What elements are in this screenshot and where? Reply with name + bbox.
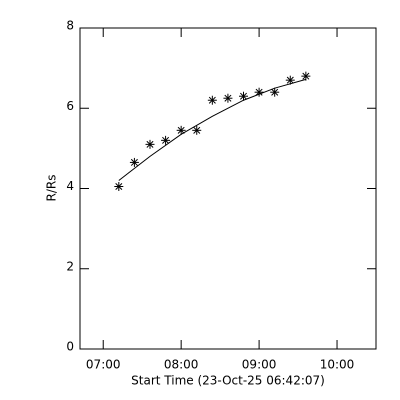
asterisk-stroke <box>177 126 185 134</box>
x-tick-label: 09:00 <box>242 358 277 372</box>
asterisk-point <box>239 91 249 101</box>
asterisk-stroke <box>115 182 123 190</box>
asterisk-stroke <box>255 88 263 96</box>
asterisk-point <box>254 87 264 97</box>
y-tick-label: 6 <box>66 99 74 113</box>
asterisk-point <box>145 139 155 149</box>
asterisk-stroke <box>146 140 154 148</box>
asterisk-stroke <box>302 72 310 80</box>
asterisk-point <box>285 75 295 85</box>
asterisk-point <box>270 87 280 97</box>
asterisk-point <box>129 157 139 167</box>
y-tick-label: 4 <box>66 179 74 193</box>
asterisk-stroke <box>271 88 279 96</box>
x-axis-label: Start Time (23-Oct-25 06:42:07) <box>131 374 325 388</box>
asterisk-stroke <box>162 136 170 144</box>
asterisk-stroke <box>130 158 138 166</box>
asterisk-point <box>223 93 233 103</box>
asterisk-stroke <box>240 92 248 100</box>
asterisk-point <box>301 71 311 81</box>
fit-line <box>118 78 306 181</box>
y-tick-label: 0 <box>66 340 74 354</box>
asterisk-stroke <box>193 126 201 134</box>
x-tick-label: 07:00 <box>86 358 121 372</box>
asterisk-stroke <box>286 76 294 84</box>
x-tick-label: 08:00 <box>164 358 199 372</box>
asterisk-point <box>207 95 217 105</box>
asterisk-point <box>176 125 186 135</box>
asterisk-stroke <box>208 96 216 104</box>
asterisk-point <box>161 135 171 145</box>
y-tick-label: 8 <box>66 19 74 33</box>
asterisk-point <box>114 181 124 191</box>
y-axis-label: R/Rs <box>45 175 59 202</box>
asterisk-stroke <box>224 94 232 102</box>
y-tick-label: 2 <box>66 259 74 273</box>
plot-frame <box>79 27 377 350</box>
asterisk-point <box>192 125 202 135</box>
x-tick-label: 10:00 <box>320 358 355 372</box>
